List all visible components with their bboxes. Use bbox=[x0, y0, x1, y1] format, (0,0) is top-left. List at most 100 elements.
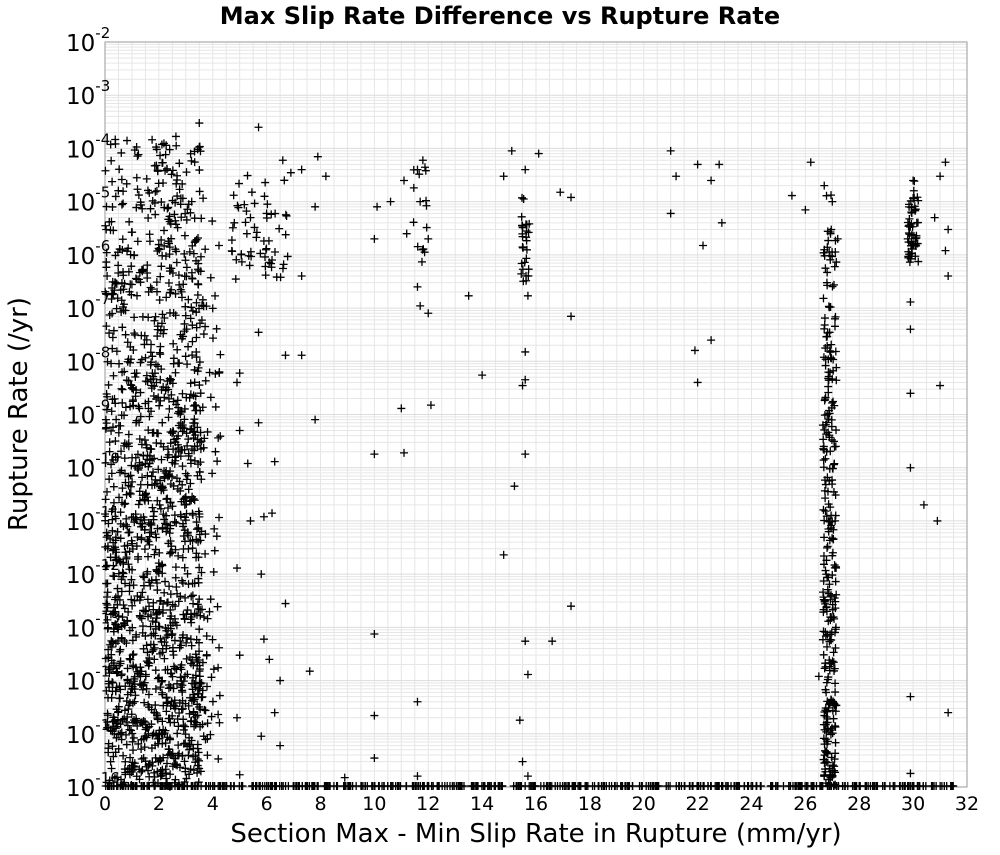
data-point bbox=[178, 462, 187, 471]
data-point bbox=[907, 230, 916, 239]
data-point bbox=[418, 156, 427, 165]
data-point bbox=[184, 449, 193, 458]
x-tick-label: 30 bbox=[901, 793, 925, 815]
data-point bbox=[112, 304, 121, 313]
data-point bbox=[107, 217, 116, 226]
data-point bbox=[148, 135, 157, 144]
data-point bbox=[180, 526, 189, 535]
data-point bbox=[160, 314, 169, 323]
data-point bbox=[707, 336, 716, 345]
data-point bbox=[202, 631, 211, 640]
data-point bbox=[821, 685, 830, 694]
data-point bbox=[402, 229, 411, 238]
data-point bbox=[163, 494, 172, 503]
data-point bbox=[184, 342, 193, 351]
data-point bbox=[127, 595, 136, 604]
data-point bbox=[905, 258, 914, 267]
data-point bbox=[183, 205, 192, 214]
data-point bbox=[196, 705, 205, 714]
data-point bbox=[203, 719, 212, 728]
data-point bbox=[179, 531, 188, 540]
data-point bbox=[121, 730, 130, 739]
data-point bbox=[157, 140, 166, 149]
data-point bbox=[170, 517, 179, 526]
data-point bbox=[162, 626, 171, 635]
data-point bbox=[145, 602, 154, 611]
data-point bbox=[134, 402, 143, 411]
data-point bbox=[133, 721, 142, 730]
data-point bbox=[180, 757, 189, 766]
data-point bbox=[117, 384, 126, 393]
data-point bbox=[197, 301, 206, 310]
data-point bbox=[138, 204, 147, 213]
data-point bbox=[107, 294, 116, 303]
data-point bbox=[693, 378, 702, 387]
data-point bbox=[188, 306, 197, 315]
data-point bbox=[522, 276, 531, 285]
data-point bbox=[114, 707, 123, 716]
data-point bbox=[518, 243, 527, 252]
data-point bbox=[131, 453, 140, 462]
data-point bbox=[240, 200, 249, 209]
data-point bbox=[183, 569, 192, 578]
data-point bbox=[819, 577, 828, 586]
data-point bbox=[111, 514, 120, 523]
data-point bbox=[156, 375, 165, 384]
data-point bbox=[143, 274, 152, 283]
data-point bbox=[192, 653, 201, 662]
data-point bbox=[108, 309, 117, 318]
data-point bbox=[184, 435, 193, 444]
data-point bbox=[435, 782, 444, 790]
data-point bbox=[156, 396, 165, 405]
data-point bbox=[831, 643, 840, 652]
data-point bbox=[195, 625, 204, 634]
data-point bbox=[243, 459, 252, 468]
data-point bbox=[104, 693, 113, 702]
data-point bbox=[189, 434, 198, 443]
data-point bbox=[157, 455, 166, 464]
data-point bbox=[124, 472, 133, 481]
data-point bbox=[821, 632, 830, 641]
data-point bbox=[123, 541, 132, 550]
data-point bbox=[261, 262, 270, 271]
data-point bbox=[666, 209, 675, 218]
data-point bbox=[182, 774, 191, 783]
data-point bbox=[119, 271, 128, 280]
data-point bbox=[157, 198, 166, 207]
data-point bbox=[889, 782, 898, 790]
data-point bbox=[413, 282, 422, 291]
data-point bbox=[326, 782, 335, 790]
data-point bbox=[121, 579, 130, 588]
data-point bbox=[124, 528, 133, 537]
data-point bbox=[831, 701, 840, 710]
data-point bbox=[142, 335, 151, 344]
data-point bbox=[830, 314, 839, 323]
data-point bbox=[188, 591, 197, 600]
data-point bbox=[261, 271, 270, 280]
data-point bbox=[518, 757, 527, 766]
data-point bbox=[127, 685, 136, 694]
data-point bbox=[129, 733, 138, 742]
data-point bbox=[171, 702, 180, 711]
data-point bbox=[190, 378, 199, 387]
data-point bbox=[189, 401, 198, 410]
data-point bbox=[125, 698, 134, 707]
data-point bbox=[180, 500, 189, 509]
data-point bbox=[257, 732, 266, 741]
data-point bbox=[113, 248, 122, 257]
data-point bbox=[214, 663, 223, 672]
data-point bbox=[256, 249, 265, 258]
data-point bbox=[193, 700, 202, 709]
data-point bbox=[162, 707, 171, 716]
data-point bbox=[209, 334, 218, 343]
x-tick-label: 8 bbox=[314, 793, 326, 815]
data-point bbox=[830, 460, 839, 469]
data-point bbox=[717, 218, 726, 227]
data-point bbox=[517, 193, 526, 202]
data-point bbox=[936, 172, 945, 181]
data-point bbox=[828, 197, 837, 206]
data-point bbox=[158, 158, 167, 167]
data-point bbox=[138, 588, 147, 597]
data-point bbox=[145, 772, 154, 781]
data-point bbox=[171, 198, 180, 207]
